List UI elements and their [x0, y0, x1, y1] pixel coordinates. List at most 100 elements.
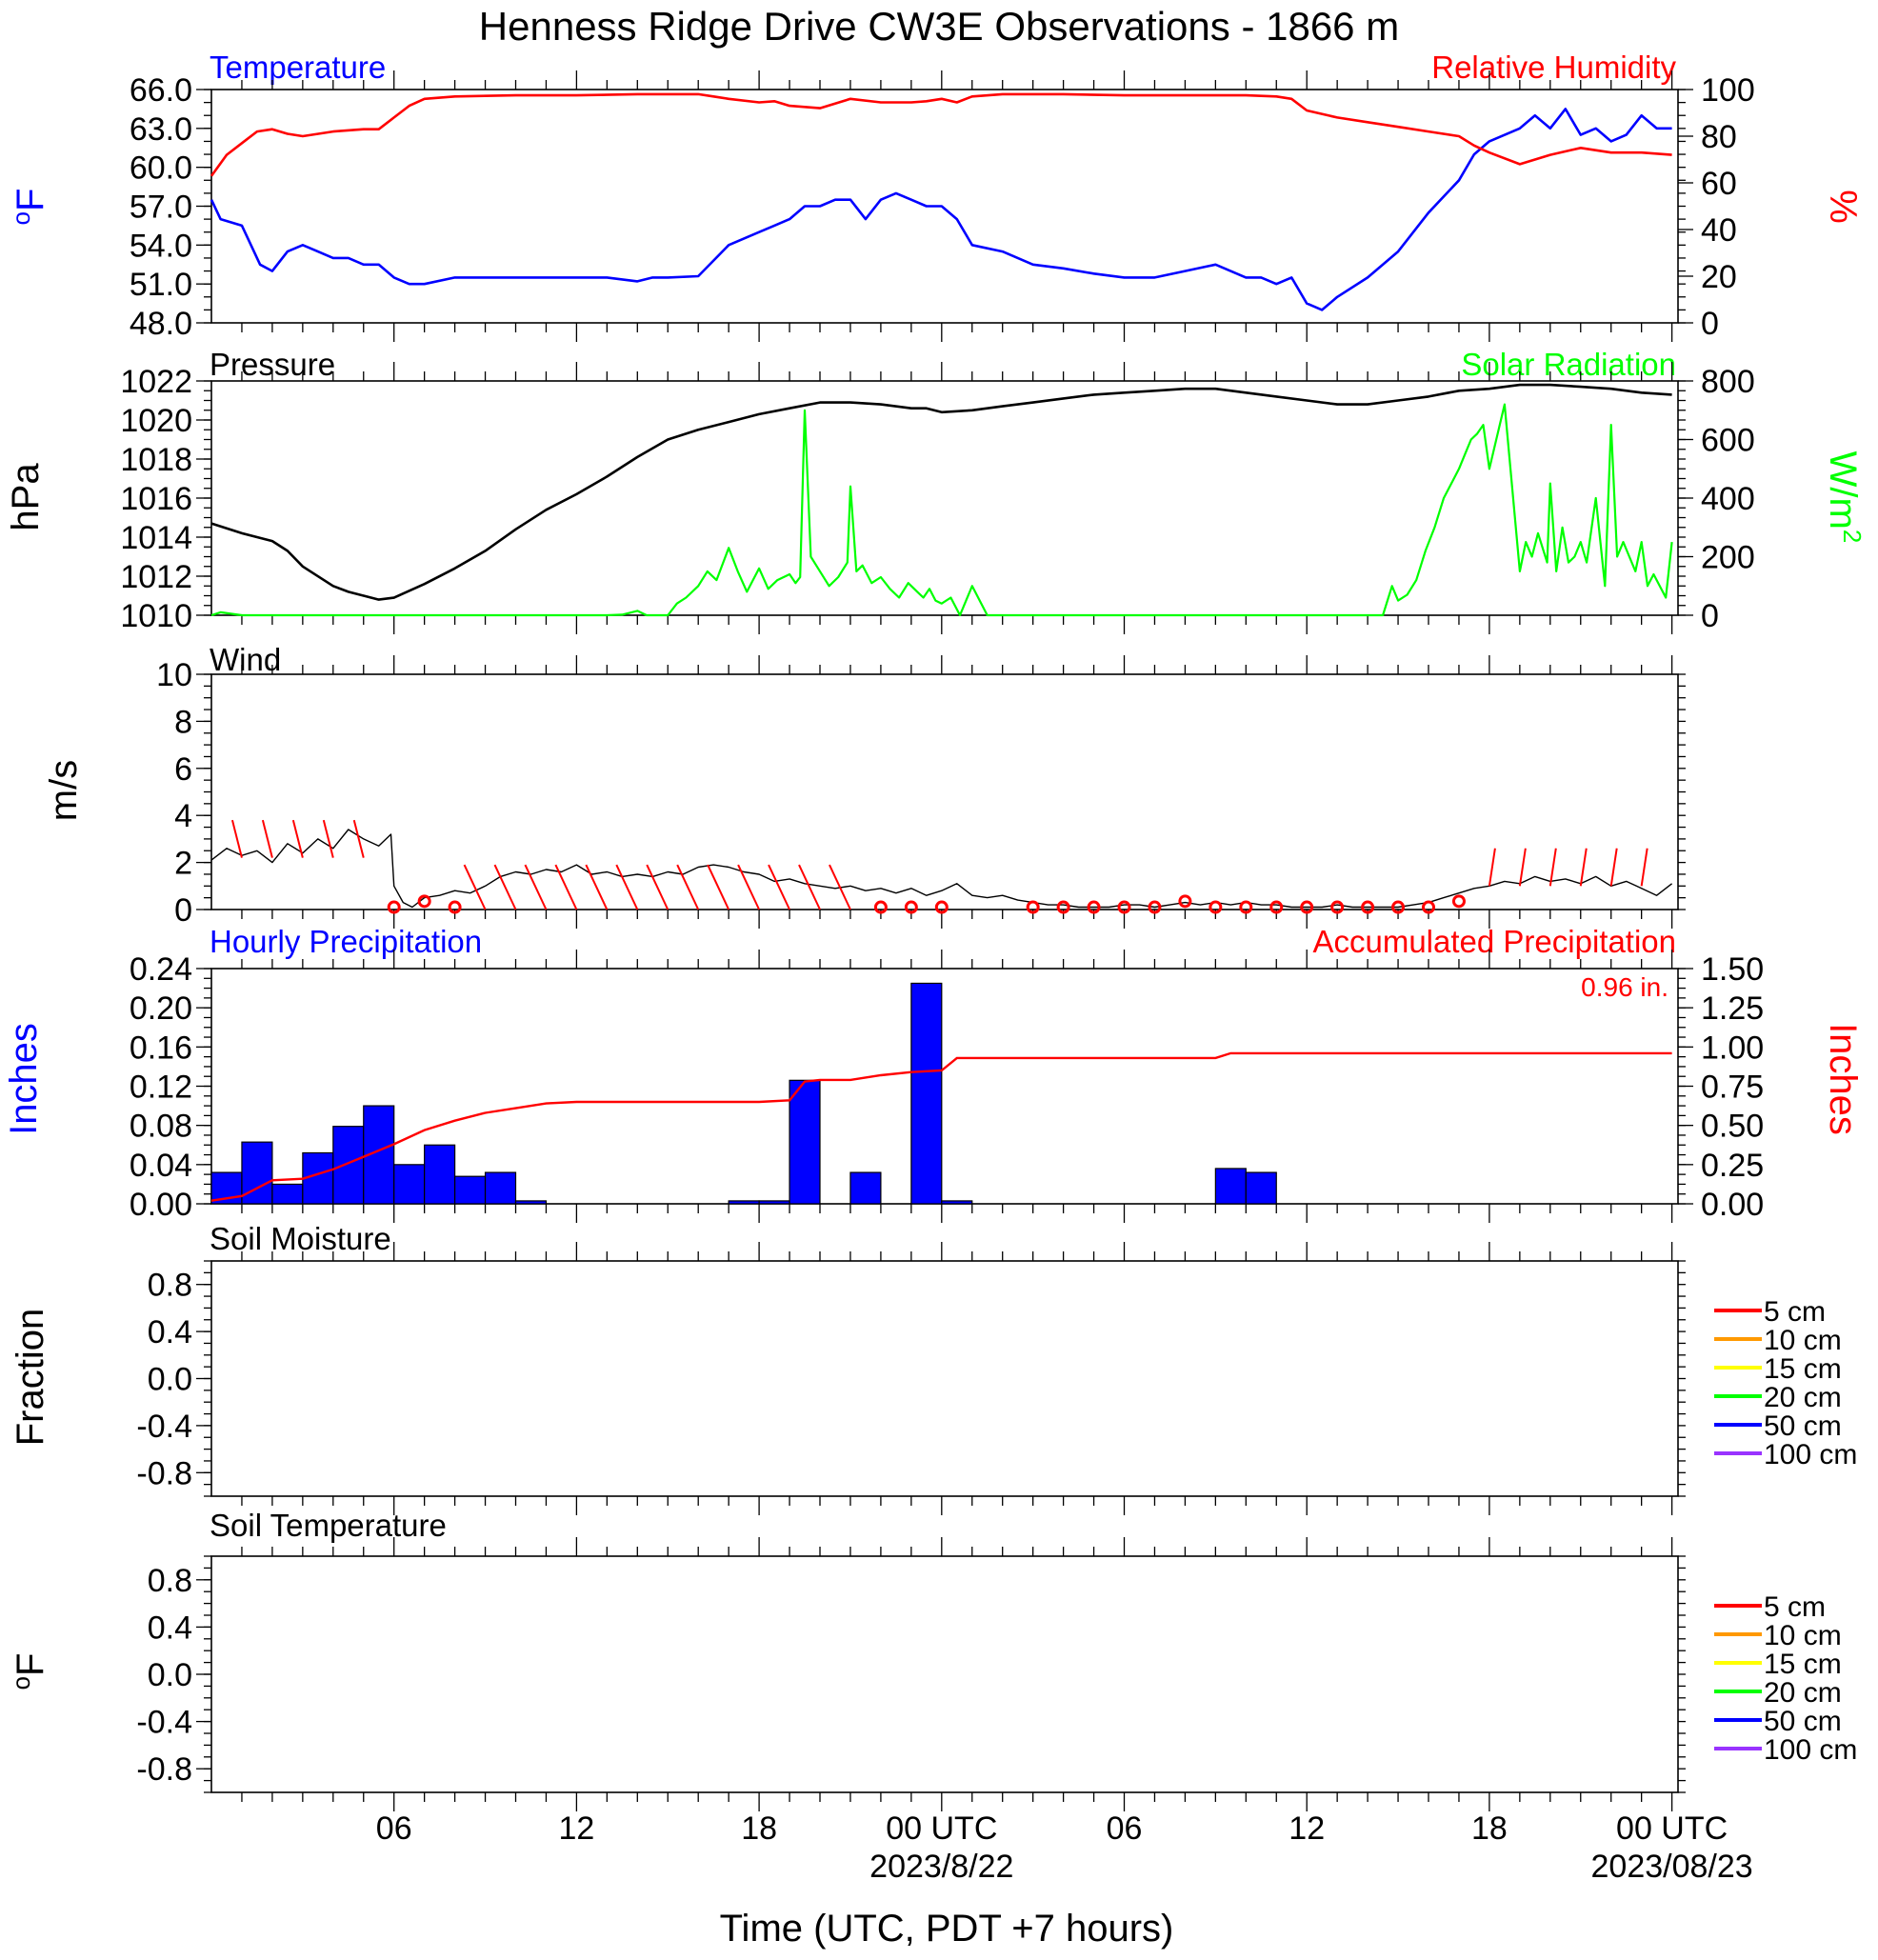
wind-calm-circle — [1330, 900, 1345, 914]
wind-barb — [493, 864, 517, 910]
wind-title: Wind — [210, 642, 281, 677]
panel-frame — [210, 89, 1679, 324]
x-tick-label: 12 — [1289, 1810, 1325, 1847]
y-tick-label: 0.08 — [130, 1109, 192, 1145]
wind-barb — [322, 819, 334, 858]
temperature-title: Temperature — [210, 50, 386, 85]
y-tick-label: 63.0 — [130, 111, 192, 148]
precip-bar — [271, 1183, 304, 1205]
accum-precip-title: Accumulated Precipitation — [1312, 924, 1676, 959]
y-tick-label: 1016 — [120, 481, 192, 517]
precip-bar — [849, 1171, 882, 1205]
y2-tick-label: 0 — [1701, 598, 1719, 634]
legend-label: 100 cm — [1764, 1439, 1857, 1470]
wind-barb — [1579, 848, 1588, 887]
panel-wind: Wind m/s — [43, 642, 281, 821]
y-tick-label: 0.0 — [148, 1657, 192, 1693]
y-tick-label: 8 — [174, 704, 192, 740]
y-tick-label: 2 — [174, 846, 192, 882]
y2-tick-label: 80 — [1701, 119, 1737, 155]
wind-barb — [768, 864, 790, 910]
wind-speed-line — [210, 829, 1673, 909]
y-tick-label: 0.20 — [130, 990, 192, 1027]
precip-bar — [454, 1175, 487, 1205]
y-tick-label: 0.4 — [148, 1314, 192, 1350]
wind-barb — [737, 864, 761, 910]
wind-calm-circle — [1451, 894, 1466, 909]
x-tick-label: 00 UTC — [886, 1810, 997, 1847]
wind-calm-circle — [417, 894, 431, 909]
temperature-unit: oF — [7, 189, 51, 226]
wind-barb — [1488, 848, 1496, 887]
wind-barb — [707, 864, 730, 910]
legend-label: 10 cm — [1764, 1325, 1842, 1356]
y-tick-label: 1022 — [120, 364, 192, 400]
wind-barb — [230, 819, 243, 858]
precip-bar — [1214, 1168, 1247, 1205]
y2-tick-label: 800 — [1701, 364, 1755, 400]
wind-barb — [676, 864, 700, 910]
y-tick-label: 51.0 — [130, 267, 192, 303]
y-tick-label: 66.0 — [130, 72, 192, 109]
legend-label: 10 cm — [1764, 1620, 1842, 1651]
precip-bar — [728, 1200, 760, 1205]
wind-barb — [463, 864, 487, 910]
y2-tick-label: 40 — [1701, 212, 1737, 249]
y-tick-label: 0.16 — [130, 1030, 192, 1066]
x-tick-label: 12 — [558, 1810, 594, 1847]
precip-bar — [393, 1164, 426, 1205]
wind-barb — [291, 819, 304, 858]
wind-calm-circle — [934, 900, 949, 914]
wind-calm-circle — [1087, 900, 1101, 914]
wind-calm-circle — [1209, 900, 1223, 914]
y-tick-label: 0.8 — [148, 1563, 192, 1599]
y-tick-label: 0.8 — [148, 1268, 192, 1304]
accumulated-precip-line — [210, 1051, 1672, 1202]
precip-bar — [514, 1200, 548, 1205]
y2-tick-label: 1.00 — [1701, 1030, 1764, 1066]
y-tick-label: 1012 — [120, 559, 192, 595]
precip-bar — [910, 982, 943, 1205]
precip-bar — [758, 1200, 790, 1205]
y2-tick-label: 1.50 — [1701, 951, 1764, 988]
wind-barb — [1640, 848, 1648, 887]
wind-barb — [554, 864, 578, 910]
y-tick-label: -0.8 — [136, 1751, 192, 1788]
panel-pressure-solar: Pressure Solar Radiation hPa W/m2 — [5, 347, 1867, 543]
y2-tick-label: 60 — [1701, 166, 1737, 202]
wind-calm-circle — [1026, 900, 1040, 914]
x-tick-label: 06 — [376, 1810, 412, 1847]
y2-tick-label: 0.75 — [1701, 1070, 1764, 1106]
x-date-label: 2023/8/22 — [869, 1849, 1013, 1885]
solar-radiation-line — [210, 403, 1673, 617]
y-tick-label: 48.0 — [130, 306, 192, 342]
wind-barb — [352, 819, 365, 858]
panel-soil-moisture: Soil Moisture Fraction — [10, 1221, 391, 1446]
wind-barb — [261, 819, 273, 858]
y2-tick-label: 1.25 — [1701, 990, 1764, 1027]
y-tick-label: 1014 — [120, 520, 192, 556]
wind-barb — [1548, 848, 1557, 887]
wind-calm-circle — [1300, 900, 1314, 914]
wind-barb — [798, 864, 821, 910]
wind-calm-circle — [448, 900, 462, 914]
wind-calm-circle — [1148, 900, 1162, 914]
soil-temp-title: Soil Temperature — [210, 1508, 447, 1543]
y2-tick-label: 0.00 — [1701, 1187, 1764, 1223]
humidity-line — [210, 92, 1672, 177]
wind-calm-circle — [1391, 900, 1406, 914]
x-tick-label: 00 UTC — [1616, 1810, 1728, 1847]
y-tick-label: 1018 — [120, 442, 192, 478]
wind-calm-circle — [873, 900, 888, 914]
legend-label: 100 cm — [1764, 1734, 1857, 1766]
wind-calm-circle — [1361, 900, 1375, 914]
y-tick-label: 6 — [174, 751, 192, 788]
y-tick-label: 1020 — [120, 403, 192, 439]
wind-calm-circle — [1178, 894, 1192, 909]
y2-tick-label: 0.50 — [1701, 1109, 1764, 1145]
chart-title: Henness Ridge Drive CW3E Observations - … — [479, 4, 1399, 49]
wind-calm-circle — [904, 900, 918, 914]
y2-tick-label: 600 — [1701, 423, 1755, 459]
y-tick-label: 0 — [174, 892, 192, 929]
